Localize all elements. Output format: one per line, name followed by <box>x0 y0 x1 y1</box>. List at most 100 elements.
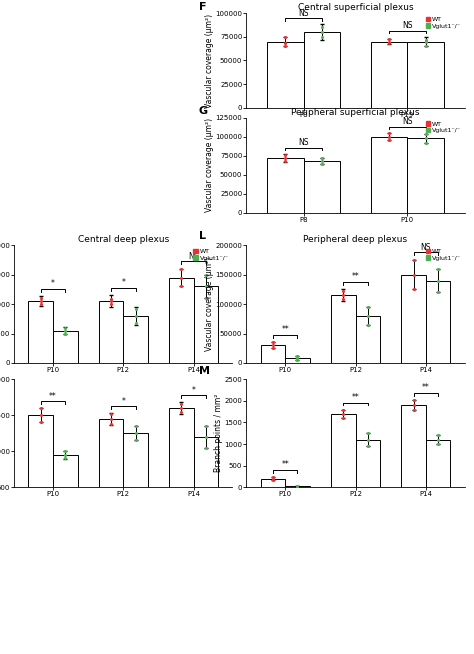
Point <box>339 409 347 419</box>
Point <box>107 414 115 424</box>
Point <box>37 293 45 303</box>
Point <box>339 286 347 296</box>
Point <box>107 409 115 419</box>
Point <box>318 31 326 42</box>
Bar <box>169 408 193 523</box>
Text: *: * <box>51 279 55 288</box>
Text: NS: NS <box>188 252 199 260</box>
Point <box>422 36 429 47</box>
Text: F: F <box>199 2 206 12</box>
Y-axis label: Vascular coverage (μm²): Vascular coverage (μm²) <box>205 118 214 212</box>
Text: NS: NS <box>298 139 309 148</box>
Point <box>132 303 139 314</box>
Point <box>434 439 442 449</box>
Point <box>318 156 326 166</box>
Point <box>202 293 210 303</box>
Point <box>202 432 210 442</box>
Bar <box>99 301 123 363</box>
Point <box>269 343 277 353</box>
Point <box>177 407 185 418</box>
Bar <box>261 479 285 487</box>
Point <box>107 296 115 306</box>
Point <box>269 473 277 484</box>
Point <box>385 135 393 146</box>
Bar <box>99 419 123 523</box>
Point <box>318 22 326 33</box>
Point <box>422 128 429 139</box>
Text: **: ** <box>281 460 289 470</box>
Text: **: ** <box>352 393 359 402</box>
Legend: WT, Vglut1⁻/⁻: WT, Vglut1⁻/⁻ <box>192 249 229 262</box>
Point <box>318 152 326 163</box>
Point <box>177 281 185 292</box>
Point <box>132 436 139 446</box>
Point <box>37 410 45 421</box>
Text: *: * <box>121 278 125 287</box>
Point <box>282 156 289 166</box>
Text: **: ** <box>422 383 430 392</box>
Point <box>37 403 45 413</box>
Point <box>107 299 115 309</box>
Point <box>294 353 301 364</box>
Point <box>37 299 45 309</box>
Point <box>364 434 372 445</box>
Bar <box>285 486 310 487</box>
Text: *: * <box>121 396 125 405</box>
Bar <box>401 405 426 487</box>
Point <box>339 290 347 300</box>
Point <box>202 442 210 453</box>
Point <box>62 450 69 460</box>
Bar <box>53 330 78 363</box>
Point <box>410 269 417 280</box>
Point <box>294 481 301 491</box>
Point <box>177 403 185 413</box>
Point <box>364 319 372 330</box>
Point <box>269 337 277 348</box>
Legend: WT, Vglut1⁻/⁻: WT, Vglut1⁻/⁻ <box>425 121 461 134</box>
Bar <box>303 161 340 213</box>
Point <box>410 254 417 266</box>
Title: Central superficial plexus: Central superficial plexus <box>298 3 413 12</box>
Text: **: ** <box>352 272 359 281</box>
Point <box>282 150 289 160</box>
Point <box>269 475 277 485</box>
Bar <box>53 455 78 523</box>
Point <box>294 480 301 490</box>
Bar <box>331 295 356 363</box>
Point <box>364 441 372 451</box>
Bar <box>261 345 285 363</box>
Bar <box>193 286 218 363</box>
Point <box>282 31 289 42</box>
Point <box>177 272 185 283</box>
Point <box>62 328 69 339</box>
Title: Peripheral deep plexus: Peripheral deep plexus <box>303 235 408 245</box>
Point <box>177 398 185 409</box>
Text: *: * <box>191 386 195 395</box>
Point <box>37 417 45 428</box>
Point <box>107 294 115 305</box>
Point <box>422 41 429 52</box>
Bar <box>356 316 380 363</box>
Legend: WT, Vglut1⁻/⁻: WT, Vglut1⁻/⁻ <box>425 249 461 262</box>
Point <box>434 430 442 441</box>
Point <box>294 481 301 492</box>
Point <box>422 35 429 45</box>
Point <box>177 264 185 274</box>
Point <box>269 340 277 351</box>
Point <box>132 318 139 328</box>
Point <box>410 284 417 294</box>
Point <box>434 434 442 445</box>
Text: NS: NS <box>420 243 431 252</box>
Point <box>202 269 210 280</box>
Point <box>202 421 210 432</box>
Point <box>132 311 139 321</box>
Point <box>37 296 45 306</box>
Point <box>422 133 429 143</box>
Bar <box>408 42 444 108</box>
Bar <box>28 415 53 523</box>
Point <box>269 472 277 482</box>
Text: NS: NS <box>298 9 309 18</box>
Bar <box>371 42 408 108</box>
Point <box>434 275 442 286</box>
Text: NS: NS <box>402 117 413 126</box>
